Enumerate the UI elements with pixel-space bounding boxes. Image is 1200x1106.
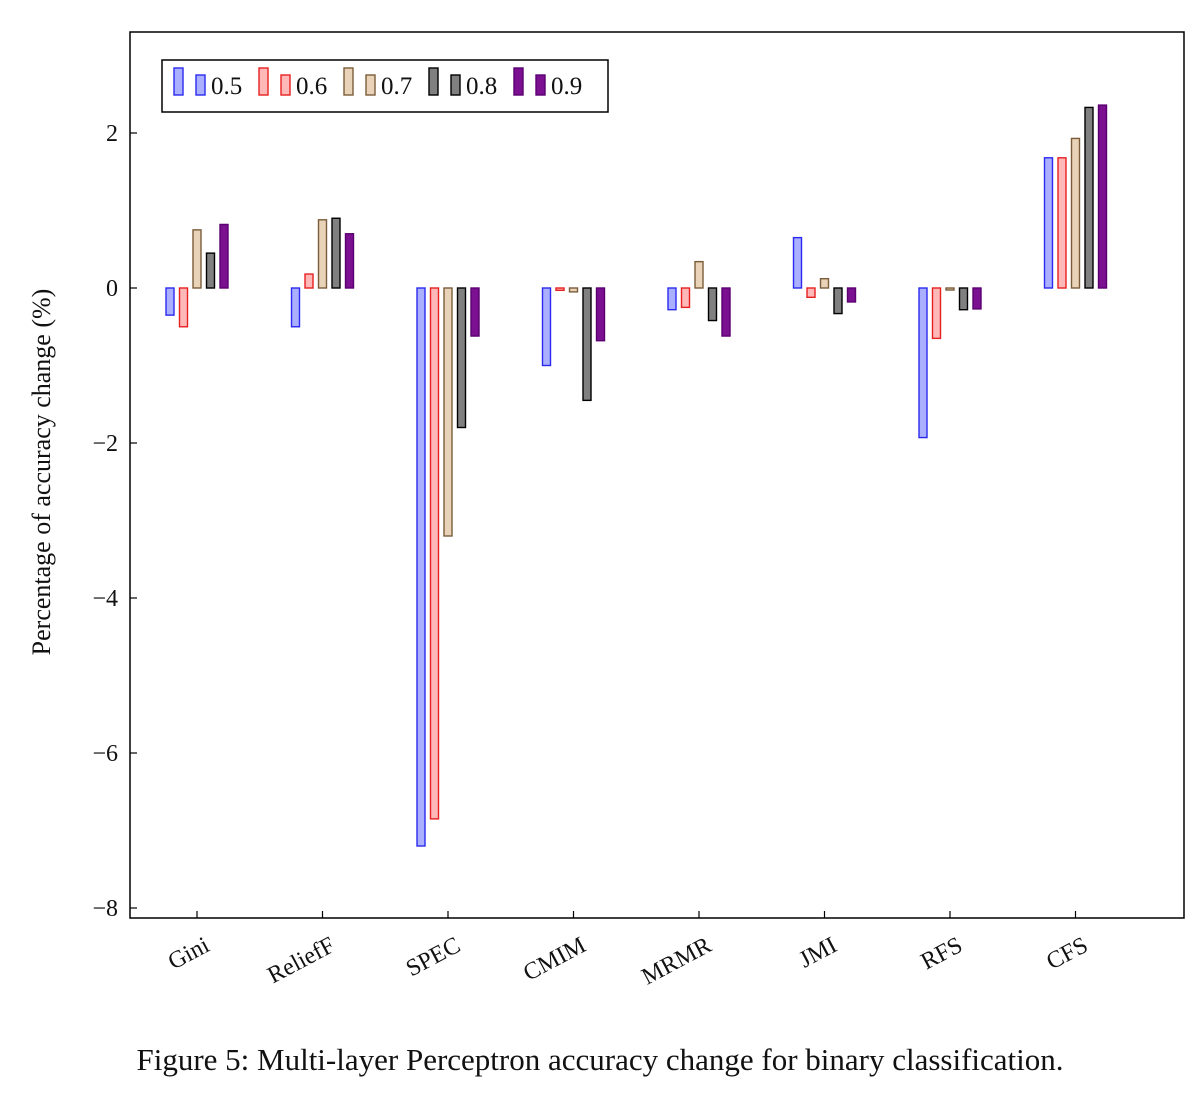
- x-tick-label: CMIM: [519, 932, 590, 986]
- bar-0_7-gini: [192, 229, 202, 289]
- bar-0_9-spec: [470, 287, 480, 337]
- bar-0_6-relieff: [304, 273, 314, 289]
- bar-0_8-gini: [205, 252, 216, 289]
- bar-0_9-mrmr: [721, 287, 731, 337]
- bar-0_5-cfs: [1043, 157, 1054, 289]
- bar-0_7-rfs: [945, 287, 955, 291]
- x-tick-label: ReliefF: [264, 932, 340, 989]
- plot-frame: [129, 31, 1185, 919]
- legend-label: 0.6: [296, 73, 327, 100]
- bar-0_9-gini: [219, 223, 229, 289]
- bar-0_9-relieff: [344, 233, 355, 289]
- legend-label: 0.7: [381, 73, 412, 100]
- legend-swatch-tall: [343, 67, 354, 96]
- legend-swatch: [195, 74, 206, 96]
- bar-0_5-relieff: [290, 287, 301, 328]
- legend-frame: [161, 59, 609, 113]
- y-tick-label: 0: [106, 276, 118, 302]
- x-tick-label: RFS: [917, 932, 967, 975]
- bar-0_8-relieff: [331, 217, 341, 289]
- bar-group: [165, 104, 1108, 847]
- bar-0_9-rfs: [972, 287, 982, 310]
- bar-0_5-rfs: [918, 287, 928, 439]
- bar-0_6-cfs: [1057, 157, 1067, 289]
- bar-0_6-jmi: [806, 287, 816, 299]
- bar-0_7-cfs: [1070, 137, 1081, 289]
- bar-0_5-spec: [416, 287, 426, 847]
- y-axis-ticks: 2 0 −2 −4 −6 −8: [92, 121, 137, 922]
- bar-0_6-cmim: [555, 287, 565, 292]
- figure-caption: Figure 5: Multi-layer Perceptron accurac…: [136, 1042, 1064, 1077]
- bar-0_9-cfs: [1097, 104, 1108, 289]
- x-axis-tick-labels: Gini ReliefF SPEC CMIM MRMR JMI RFS CFS: [164, 911, 1092, 990]
- legend-swatch-tall: [258, 67, 269, 96]
- bar-0_6-gini: [178, 287, 189, 328]
- legend-label: 0.5: [211, 73, 242, 100]
- y-tick-label: 2: [106, 121, 118, 147]
- bar-0_8-cmim: [582, 287, 592, 402]
- bar-0_8-spec: [456, 287, 467, 429]
- bar-0_7-relieff: [317, 219, 328, 289]
- x-tick-label: SPEC: [402, 932, 465, 982]
- legend-swatch: [535, 74, 546, 96]
- bar-0_5-jmi: [792, 236, 803, 289]
- legend-swatch: [280, 74, 291, 96]
- bar-0_7-spec: [443, 287, 453, 537]
- bar-0_7-jmi: [819, 278, 830, 289]
- x-tick-label: JMI: [795, 932, 841, 973]
- bar-0_8-cfs: [1084, 106, 1094, 289]
- bar-0_7-cmim: [568, 287, 579, 293]
- legend-swatch-tall: [173, 67, 184, 96]
- bar-0_5-gini: [165, 287, 175, 316]
- bar-0_9-jmi: [846, 287, 857, 303]
- bar-0_6-rfs: [931, 287, 942, 340]
- x-tick-label: Gini: [164, 932, 214, 975]
- legend-swatch: [450, 74, 461, 96]
- legend-items: 0.5 0.6 0.7 0.8 0.9: [173, 67, 582, 100]
- bar-0_5-mrmr: [667, 287, 677, 311]
- x-tick-label: CFS: [1042, 932, 1092, 975]
- x-tick-label: MRMR: [638, 932, 716, 990]
- bar-0_7-mrmr: [694, 260, 704, 289]
- y-tick-label: −4: [92, 586, 118, 612]
- bar-0_8-jmi: [833, 287, 843, 315]
- bar-0_6-mrmr: [680, 287, 691, 309]
- legend-swatch-tall: [428, 67, 439, 96]
- legend-swatch-tall: [513, 67, 524, 96]
- y-tick-label: −2: [92, 431, 118, 457]
- bar-0_6-spec: [429, 287, 440, 820]
- y-tick-label: −8: [92, 896, 118, 922]
- y-tick-label: −6: [92, 741, 118, 767]
- bar-0_5-cmim: [541, 287, 552, 367]
- bar-0_9-cmim: [595, 287, 606, 342]
- y-axis-label: Percentage of accuracy change (%): [27, 289, 56, 656]
- legend-label: 0.9: [551, 73, 582, 100]
- legend-swatch: [365, 74, 376, 96]
- legend: 0.5 0.6 0.7 0.8 0.9: [161, 59, 609, 113]
- legend-label: 0.8: [466, 73, 497, 100]
- bar-0_8-rfs: [958, 287, 969, 311]
- bar-0_8-mrmr: [707, 287, 718, 322]
